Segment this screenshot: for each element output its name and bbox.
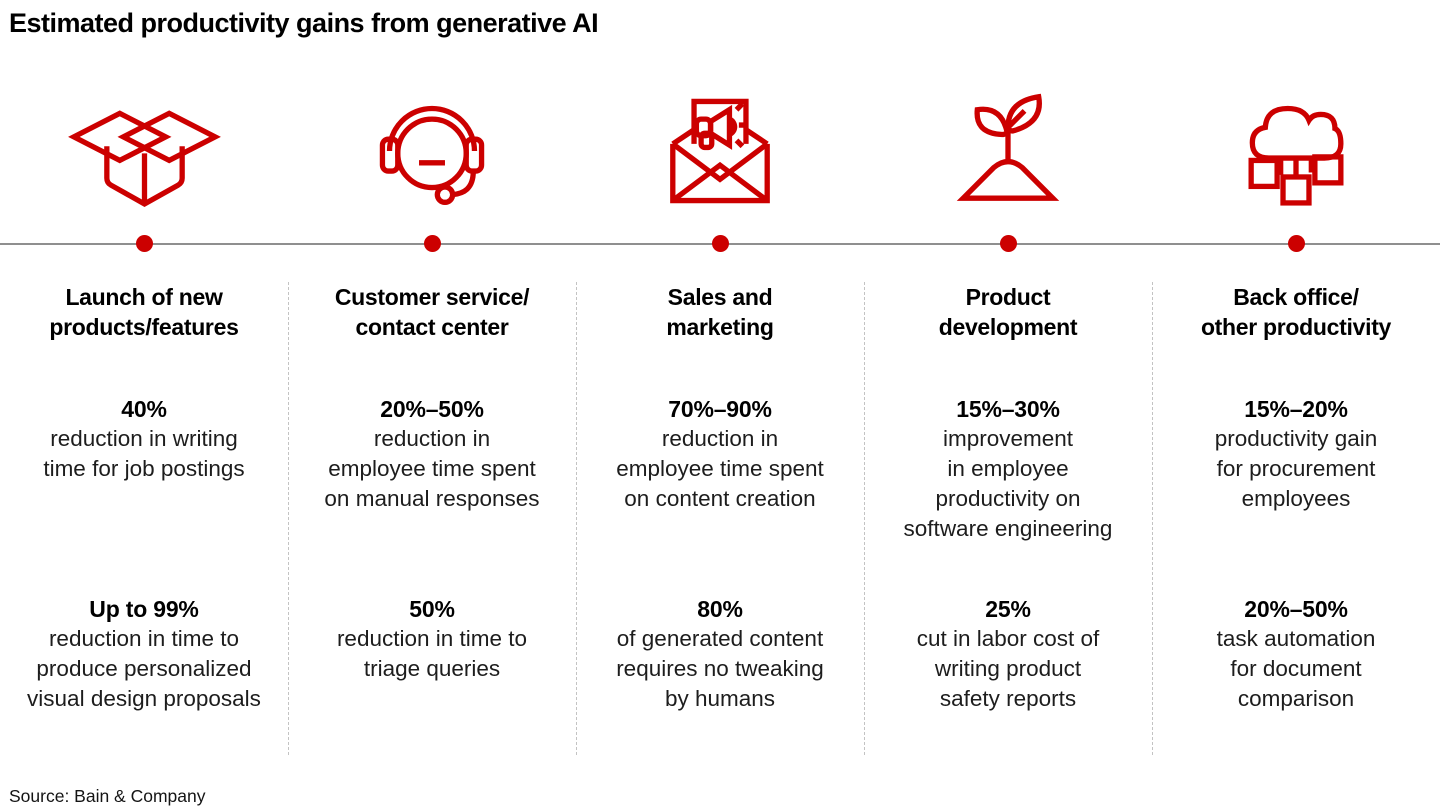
stat-value: 15%–30% bbox=[956, 396, 1060, 422]
icon-cell-back-office bbox=[1152, 90, 1440, 212]
headset-icon bbox=[379, 105, 485, 205]
icon-cell-launch bbox=[0, 90, 288, 212]
icon-cell-customer-service bbox=[288, 90, 576, 212]
stat-description: improvement in employee productivity on … bbox=[903, 426, 1113, 541]
timeline-dot bbox=[1287, 235, 1305, 252]
stat-value: 25% bbox=[985, 596, 1031, 622]
stat-value: 40% bbox=[121, 396, 167, 422]
envelope-megaphone-icon bbox=[670, 98, 770, 204]
stat-description: reduction in employee time spent on manu… bbox=[324, 426, 540, 511]
page-title: Estimated productivity gains from genera… bbox=[9, 8, 599, 38]
stat-block: 50% reduction in time to triage queries bbox=[288, 594, 576, 684]
category-title: Sales and marketing bbox=[666, 284, 774, 340]
timeline-dot bbox=[423, 235, 441, 252]
sprout-icon bbox=[956, 93, 1060, 201]
timeline-dot bbox=[135, 235, 153, 252]
column-divider bbox=[576, 282, 577, 755]
timeline-dot bbox=[999, 235, 1017, 252]
categories-grid: Launch of new products/features 40% redu… bbox=[0, 246, 1440, 755]
stat-description: reduction in time to triage queries bbox=[336, 626, 528, 681]
column-divider bbox=[288, 282, 289, 755]
category-title: Customer service/ contact center bbox=[334, 284, 530, 340]
stat-block: 20%–50% reduction in employee time spent… bbox=[288, 394, 576, 594]
category-column-back-office: Back office/ other productivity 15%–20% … bbox=[1152, 246, 1440, 755]
category-title: Back office/ other productivity bbox=[1200, 284, 1392, 340]
stat-description: cut in labor cost of writing product saf… bbox=[916, 626, 1100, 711]
category-title: Product development bbox=[938, 284, 1078, 340]
stat-value: 50% bbox=[409, 596, 455, 622]
stat-value: 20%–50% bbox=[1244, 596, 1348, 622]
timeline-dots bbox=[0, 235, 1440, 252]
column-divider bbox=[1152, 282, 1153, 755]
stat-description: reduction in time to produce personalize… bbox=[27, 626, 261, 711]
icon-cell-sales-marketing bbox=[576, 90, 864, 212]
category-column-sales-marketing: Sales and marketing 70%–90% reduction in… bbox=[576, 246, 864, 755]
category-title: Launch of new products/features bbox=[49, 284, 239, 340]
source-attribution: Source: Bain & Company bbox=[9, 786, 206, 806]
icons-row bbox=[0, 90, 1440, 212]
category-column-product-development: Product development 15%–30% improvement … bbox=[864, 246, 1152, 755]
stat-description: task automation for document comparison bbox=[1216, 626, 1376, 711]
stat-value: 15%–20% bbox=[1244, 396, 1348, 422]
icon-cell-product-development bbox=[864, 90, 1152, 212]
open-box-icon bbox=[67, 110, 221, 207]
category-column-launch: Launch of new products/features 40% redu… bbox=[0, 246, 288, 755]
stat-block: 20%–50% task automation for document com… bbox=[1152, 594, 1440, 714]
stat-block: 80% of generated content requires no twe… bbox=[576, 594, 864, 714]
stat-value: 70%–90% bbox=[668, 396, 772, 422]
column-divider bbox=[864, 282, 865, 755]
stat-value: Up to 99% bbox=[89, 596, 199, 622]
stat-description: of generated content requires no tweakin… bbox=[616, 626, 824, 711]
stat-block: 40% reduction in writing time for job po… bbox=[0, 394, 288, 594]
stat-value: 20%–50% bbox=[380, 396, 484, 422]
stat-block: 70%–90% reduction in employee time spent… bbox=[576, 394, 864, 594]
stat-description: reduction in writing time for job postin… bbox=[43, 426, 245, 481]
timeline-line bbox=[0, 235, 1440, 252]
timeline-dot bbox=[711, 235, 729, 252]
stat-description: reduction in employee time spent on cont… bbox=[616, 426, 824, 511]
stat-description: productivity gain for procurement employ… bbox=[1214, 426, 1378, 511]
cloud-network-icon bbox=[1248, 105, 1344, 206]
stat-value: 80% bbox=[697, 596, 743, 622]
stat-block: 15%–30% improvement in employee producti… bbox=[864, 394, 1152, 594]
stat-block: 15%–20% productivity gain for procuremen… bbox=[1152, 394, 1440, 594]
stat-block: 25% cut in labor cost of writing product… bbox=[864, 594, 1152, 714]
category-column-customer-service: Customer service/ contact center 20%–50%… bbox=[288, 246, 576, 755]
stat-block: Up to 99% reduction in time to produce p… bbox=[0, 594, 288, 714]
